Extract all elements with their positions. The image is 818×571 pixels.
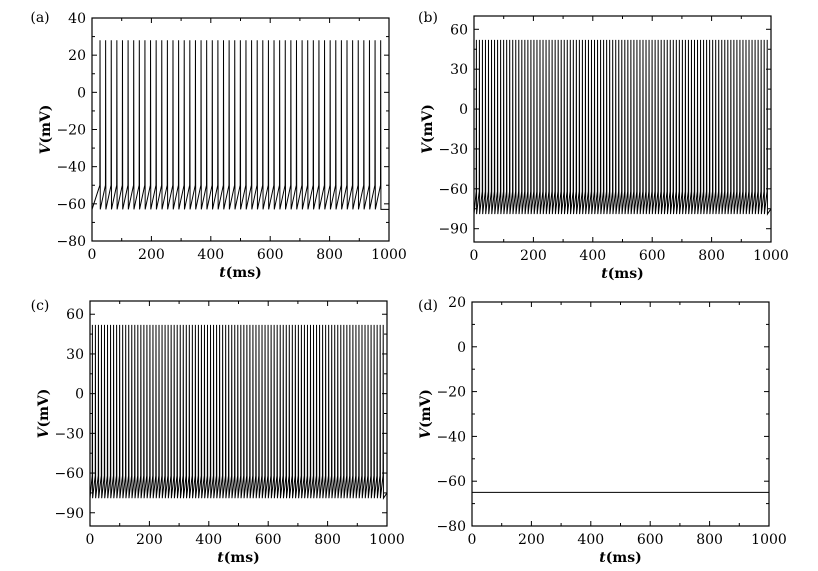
x-axis-variable: t	[601, 266, 608, 282]
y-tick-label: −20	[436, 385, 466, 401]
x-tick-label: 600	[255, 532, 282, 548]
y-tick-label: 40	[68, 11, 86, 27]
x-tick-label: 800	[698, 248, 725, 264]
y-tick-label: 0	[457, 340, 466, 356]
y-tick-label: 60	[66, 307, 84, 323]
y-tick-label: −90	[54, 506, 84, 522]
x-tick-label: 800	[696, 532, 723, 548]
x-axis-unit: (ms)	[608, 266, 644, 282]
x-tick-label: 600	[637, 532, 664, 548]
panel-label: (a)	[30, 10, 49, 26]
x-axis-unit: (ms)	[606, 550, 642, 566]
y-axis-variable: V	[420, 141, 436, 154]
x-axis-title: t(ms)	[599, 550, 641, 566]
x-tick-label: 0	[86, 532, 95, 548]
y-tick-label: 60	[450, 22, 468, 38]
x-tick-label: 200	[136, 532, 163, 548]
y-tick-label: −80	[436, 519, 466, 535]
x-tick-label: 200	[520, 248, 547, 264]
y-axis-unit: (mV)	[420, 104, 436, 143]
panel-a: 0 200 400 600 800 1000−80−60−40−2002040(a)t(m…	[30, 10, 406, 281]
x-tick-label: 0	[468, 532, 477, 548]
y-tick-label: −30	[438, 142, 468, 158]
x-axis-variable: t	[217, 550, 224, 566]
y-axis-variable: V	[418, 426, 434, 439]
x-axis-unit: (ms)	[226, 265, 262, 281]
x-tick-label: 400	[579, 248, 606, 264]
x-tick-label: 1000	[753, 248, 789, 264]
y-axis-unit: (mV)	[38, 105, 54, 144]
y-axis-title: V(mV)	[36, 389, 52, 439]
panel-label: (c)	[31, 298, 50, 314]
y-tick-label: 0	[75, 387, 84, 403]
y-tick-label: −40	[436, 429, 466, 445]
x-axis-title: t(ms)	[219, 265, 261, 281]
y-tick-label: −20	[56, 123, 86, 139]
x-tick-label: 600	[257, 247, 284, 263]
y-tick-label: −80	[56, 234, 86, 250]
y-tick-label: −40	[56, 160, 86, 176]
voltage-trace-line	[92, 40, 389, 210]
x-tick-label: 600	[639, 248, 666, 264]
x-tick-label: 400	[577, 532, 604, 548]
y-tick-label: −60	[436, 474, 466, 490]
y-tick-label: 20	[68, 48, 86, 64]
y-tick-label: 0	[77, 85, 86, 101]
y-tick-label: 30	[450, 62, 468, 78]
x-axis-title: t(ms)	[601, 266, 643, 282]
voltage-trace-line	[90, 324, 387, 500]
x-axis-variable: t	[599, 550, 606, 566]
x-tick-label: 1000	[371, 247, 407, 263]
x-axis-title: t(ms)	[217, 550, 259, 566]
x-tick-label: 1000	[369, 532, 405, 548]
y-tick-label: −60	[56, 197, 86, 213]
x-tick-label: 0	[88, 247, 97, 263]
y-axis-title: V(mV)	[38, 105, 54, 155]
y-tick-label: 20	[448, 295, 466, 311]
x-tick-label: 800	[316, 247, 343, 263]
panel-b: 0 200 400 600 800 1000 −90 −60 −30 0 30 60 (b) t(ms) V…	[418, 10, 789, 282]
x-axis-variable: t	[219, 265, 226, 281]
x-tick-label: 0	[470, 248, 479, 264]
panel-c: 0 200 400 600 800 1000 −90 −60 −30 0 30 60 (c) t(ms) V…	[31, 298, 405, 566]
x-tick-label: 200	[138, 247, 165, 263]
y-tick-label: 30	[66, 347, 84, 363]
y-axis-variable: V	[38, 141, 54, 154]
x-tick-label: 800	[314, 532, 341, 548]
panel-label: (d)	[418, 298, 438, 314]
x-tick-label: 400	[197, 247, 224, 263]
y-tick-label: −60	[438, 182, 468, 198]
y-axis-title: V(mV)	[420, 104, 436, 154]
x-tick-label: 400	[195, 532, 222, 548]
y-axis-unit: (mV)	[418, 389, 434, 428]
panel-d: 0 200 400 600 800 1000 −80 −60 −40 −20 0 20 (d) t(ms)…	[418, 295, 787, 566]
y-tick-label: −30	[54, 426, 84, 442]
panel-label: (b)	[418, 10, 438, 26]
y-tick-label: −60	[54, 466, 84, 482]
y-tick-label: 0	[459, 102, 468, 118]
y-axis-title: V(mV)	[418, 389, 434, 439]
x-tick-label: 1000	[751, 532, 787, 548]
voltage-trace-line	[474, 39, 771, 216]
y-axis-variable: V	[36, 425, 52, 438]
y-tick-label: −90	[438, 222, 468, 238]
y-axis-unit: (mV)	[36, 389, 52, 428]
x-tick-label: 200	[518, 532, 545, 548]
x-axis-unit: (ms)	[224, 550, 260, 566]
